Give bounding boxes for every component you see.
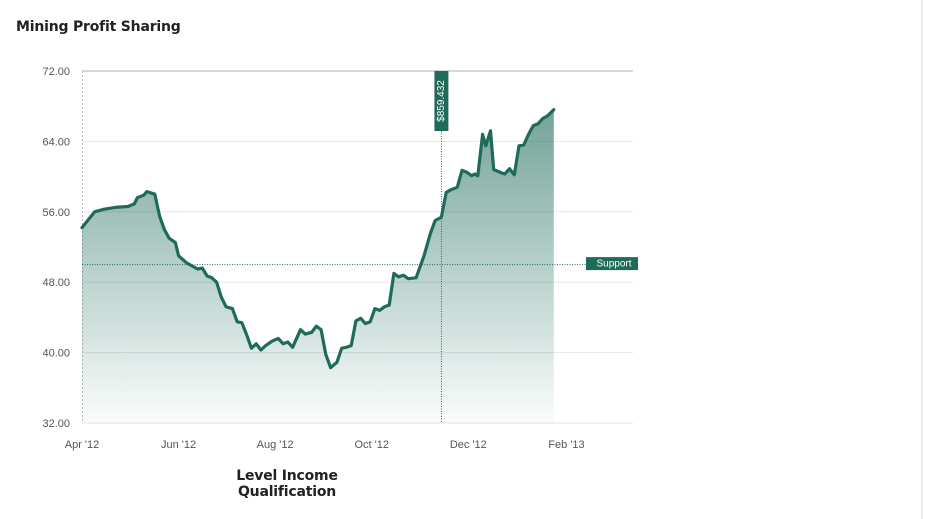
x-axis-title: Level Income Qualification — [236, 468, 338, 500]
series-area — [82, 109, 554, 423]
x-tick-label: Oct '12 — [354, 439, 389, 451]
support-label: Support — [596, 259, 631, 270]
y-tick-label: 32.00 — [42, 418, 70, 430]
x-tick-label: Feb '13 — [548, 439, 584, 451]
crosshair-value-label: $859.432 — [436, 80, 447, 122]
y-tick-label: 64.00 — [42, 136, 70, 148]
y-tick-label: 56.00 — [42, 207, 70, 219]
x-tick-label: Apr '12 — [65, 439, 100, 451]
x-tick-label: Dec '12 — [450, 439, 487, 451]
support-tag: Support — [586, 257, 638, 271]
chart-title: Mining Profit Sharing — [16, 19, 181, 35]
x-tick-label: Aug '12 — [257, 439, 294, 451]
series-line — [80, 108, 556, 370]
y-tick-label: 72.00 — [42, 66, 70, 78]
x-tick-label: Jun '12 — [161, 439, 196, 451]
crosshair-tag: $859.432 — [434, 71, 449, 131]
x-axis-ticks: Apr '12 Jun '12 Aug '12 Oct '12 Dec '12 Feb '… — [65, 439, 585, 451]
y-axis-ticks: 72.00 64.00 56.00 48.00 40.00 32.00 — [42, 66, 70, 430]
y-tick-label: 48.00 — [42, 277, 70, 289]
y-tick-label: 40.00 — [42, 348, 70, 360]
